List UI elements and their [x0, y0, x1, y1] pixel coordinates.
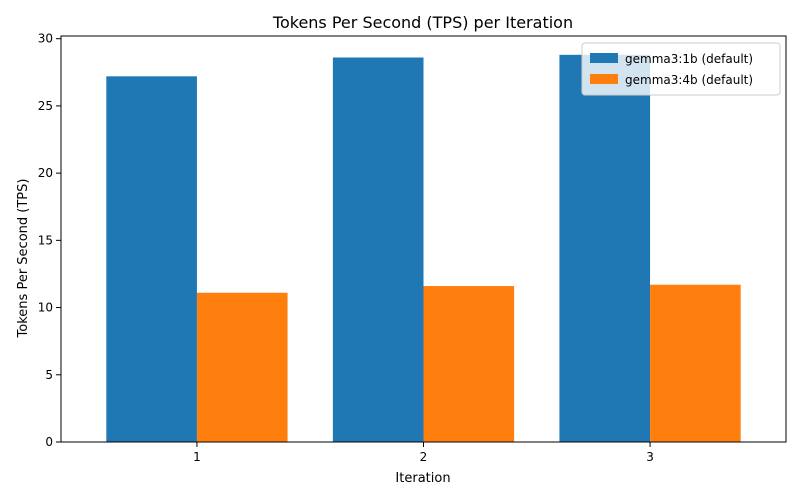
x-tick-label: 1 [193, 450, 201, 464]
legend-box [581, 42, 781, 96]
y-axis: 0 5 10 15 20 25 30 [38, 32, 61, 449]
y-tick-label: 25 [38, 99, 53, 113]
bar-series-2-iteration-3 [650, 284, 741, 442]
legend-label-series-2: gemma3:4b (default) [625, 73, 753, 87]
x-tick-label: 2 [420, 450, 428, 464]
legend-swatch-series-1 [590, 53, 618, 63]
bar-series-1-iteration-1 [106, 76, 197, 443]
y-tick-label: 0 [45, 435, 53, 449]
y-tick-label: 30 [38, 32, 53, 46]
bars-group [106, 54, 741, 443]
plot-frame [60, 35, 787, 443]
bar-series-2-iteration-1 [196, 292, 288, 442]
legend-swatch-series-2 [590, 74, 618, 84]
bar-series-2-iteration-2 [423, 286, 515, 442]
y-tick-label: 15 [38, 233, 53, 247]
bar-series-1-iteration-2 [332, 57, 424, 442]
legend: gemma3:1b (default) gemma3:4b (default) [581, 42, 781, 96]
x-axis-label: Iteration [395, 471, 450, 486]
x-tick-label: 3 [646, 450, 654, 464]
y-tick-label: 20 [38, 166, 53, 180]
y-tick-label: 10 [38, 301, 53, 315]
bar-series-1-iteration-3 [559, 54, 651, 442]
legend-label-series-1: gemma3:1b (default) [625, 52, 753, 66]
x-axis: 1 2 3 [193, 442, 654, 464]
y-axis-label: Tokens Per Second (TPS) [16, 179, 31, 339]
chart-title: Tokens Per Second (TPS) per Iteration [272, 13, 573, 32]
y-tick-label: 5 [45, 368, 53, 382]
